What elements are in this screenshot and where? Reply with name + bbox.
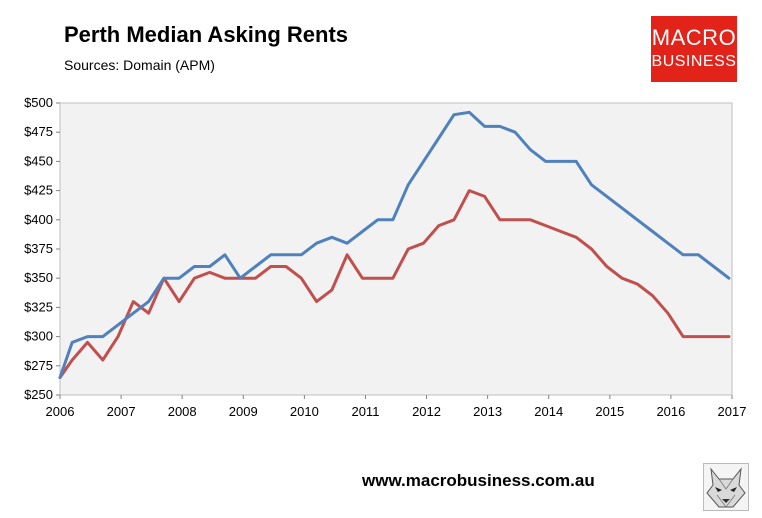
x-tick-label: 2011 <box>351 404 379 419</box>
chart-title: Perth Median Asking Rents <box>64 22 349 47</box>
x-axis: 2006 2007 2008 2009 2010 2011 2012 2013 2014 2015… <box>46 395 747 419</box>
x-tick-label: 2012 <box>412 404 441 419</box>
y-tick-label: $325 <box>24 299 53 314</box>
y-tick-label: $275 <box>24 358 53 373</box>
logo-line-2: BUSINESS <box>651 53 737 70</box>
y-tick-label: $375 <box>24 241 53 256</box>
x-tick-label: 2016 <box>656 404 685 419</box>
y-tick-label: $500 <box>24 95 53 110</box>
line-chart: $250 $275 $300 $325 $350 $375 $400 $425 $450 $475… <box>24 95 747 440</box>
series-layer <box>58 110 731 379</box>
y-tick-label: $250 <box>24 387 53 402</box>
legend-label-units: Units <box>312 439 344 440</box>
x-tick-label: 2015 <box>595 404 624 419</box>
legend: Units Houses <box>312 439 468 440</box>
plot-area <box>59 102 733 396</box>
y-tick-label: $350 <box>24 270 53 285</box>
x-tick-label: 2008 <box>168 404 197 419</box>
x-tick-label: 2007 <box>107 404 136 419</box>
x-tick-label: 2017 <box>718 404 747 419</box>
y-tick-label: $300 <box>24 329 53 344</box>
series-line-units <box>58 189 731 379</box>
x-tick-label: 2006 <box>46 404 75 419</box>
y-tick-label: $425 <box>24 183 53 198</box>
y-axis: $250 $275 $300 $325 $350 $375 $400 $425 $450 $475… <box>24 95 60 402</box>
chart-subtitle: Sources: Domain (APM) <box>64 57 215 73</box>
x-tick-label: 2013 <box>473 404 502 419</box>
macrobusiness-logo: MACRO BUSINESS <box>651 16 737 82</box>
logo-line-1: MACRO <box>651 25 737 50</box>
website-url: www.macrobusiness.com.au <box>362 471 595 490</box>
y-tick-label: $475 <box>24 124 53 139</box>
x-tick-label: 2009 <box>229 404 258 419</box>
wolf-head-icon <box>703 463 749 511</box>
y-tick-label: $400 <box>24 212 53 227</box>
y-tick-label: $450 <box>24 153 53 168</box>
legend-label-houses: Houses <box>421 439 468 440</box>
x-tick-label: 2014 <box>534 404 563 419</box>
x-tick-label: 2010 <box>290 404 319 419</box>
series-line-houses <box>58 110 731 379</box>
